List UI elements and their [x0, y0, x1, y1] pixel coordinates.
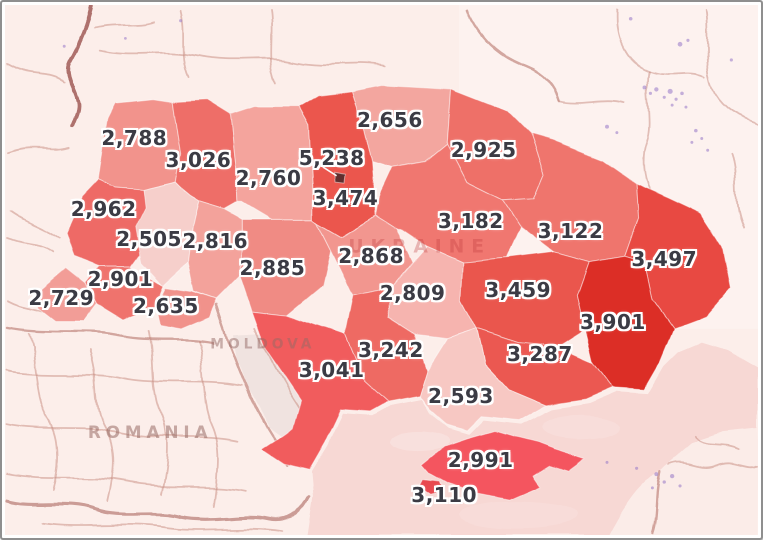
moldova-watermark: MOLDOVA	[210, 337, 315, 353]
basemap-land-southeast	[608, 429, 758, 535]
region-shape[interactable]	[421, 430, 586, 501]
region-shape[interactable]	[38, 267, 97, 322]
region-shape[interactable]	[239, 218, 332, 316]
sea-shallow-streak	[389, 430, 450, 451]
region-shape[interactable]	[154, 287, 217, 330]
region-shape[interactable]	[418, 477, 444, 495]
country-watermark: UKRAINE	[348, 236, 490, 257]
sea-shallow-streak	[458, 501, 578, 530]
map-svg: UKRAINE MOLDOVA ROMANIA	[5, 5, 758, 535]
moldova-area	[233, 332, 307, 441]
neighbor-borders	[5, 5, 758, 535]
region-shape[interactable]	[188, 200, 243, 300]
choropleth-layer	[38, 84, 732, 501]
romania-watermark: ROMANIA	[88, 422, 213, 442]
map-canvas[interactable]: UKRAINE MOLDOVA ROMANIA 2,788 3,026 2,760 2…	[5, 5, 758, 535]
region-shape[interactable]	[98, 98, 182, 191]
region-shape[interactable]	[576, 255, 675, 391]
region-shape[interactable]	[229, 106, 314, 220]
city-dots	[62, 16, 733, 490]
label-leader-line	[322, 166, 338, 177]
sea-shallow-streak	[541, 415, 621, 439]
region-shape[interactable]	[418, 328, 547, 432]
